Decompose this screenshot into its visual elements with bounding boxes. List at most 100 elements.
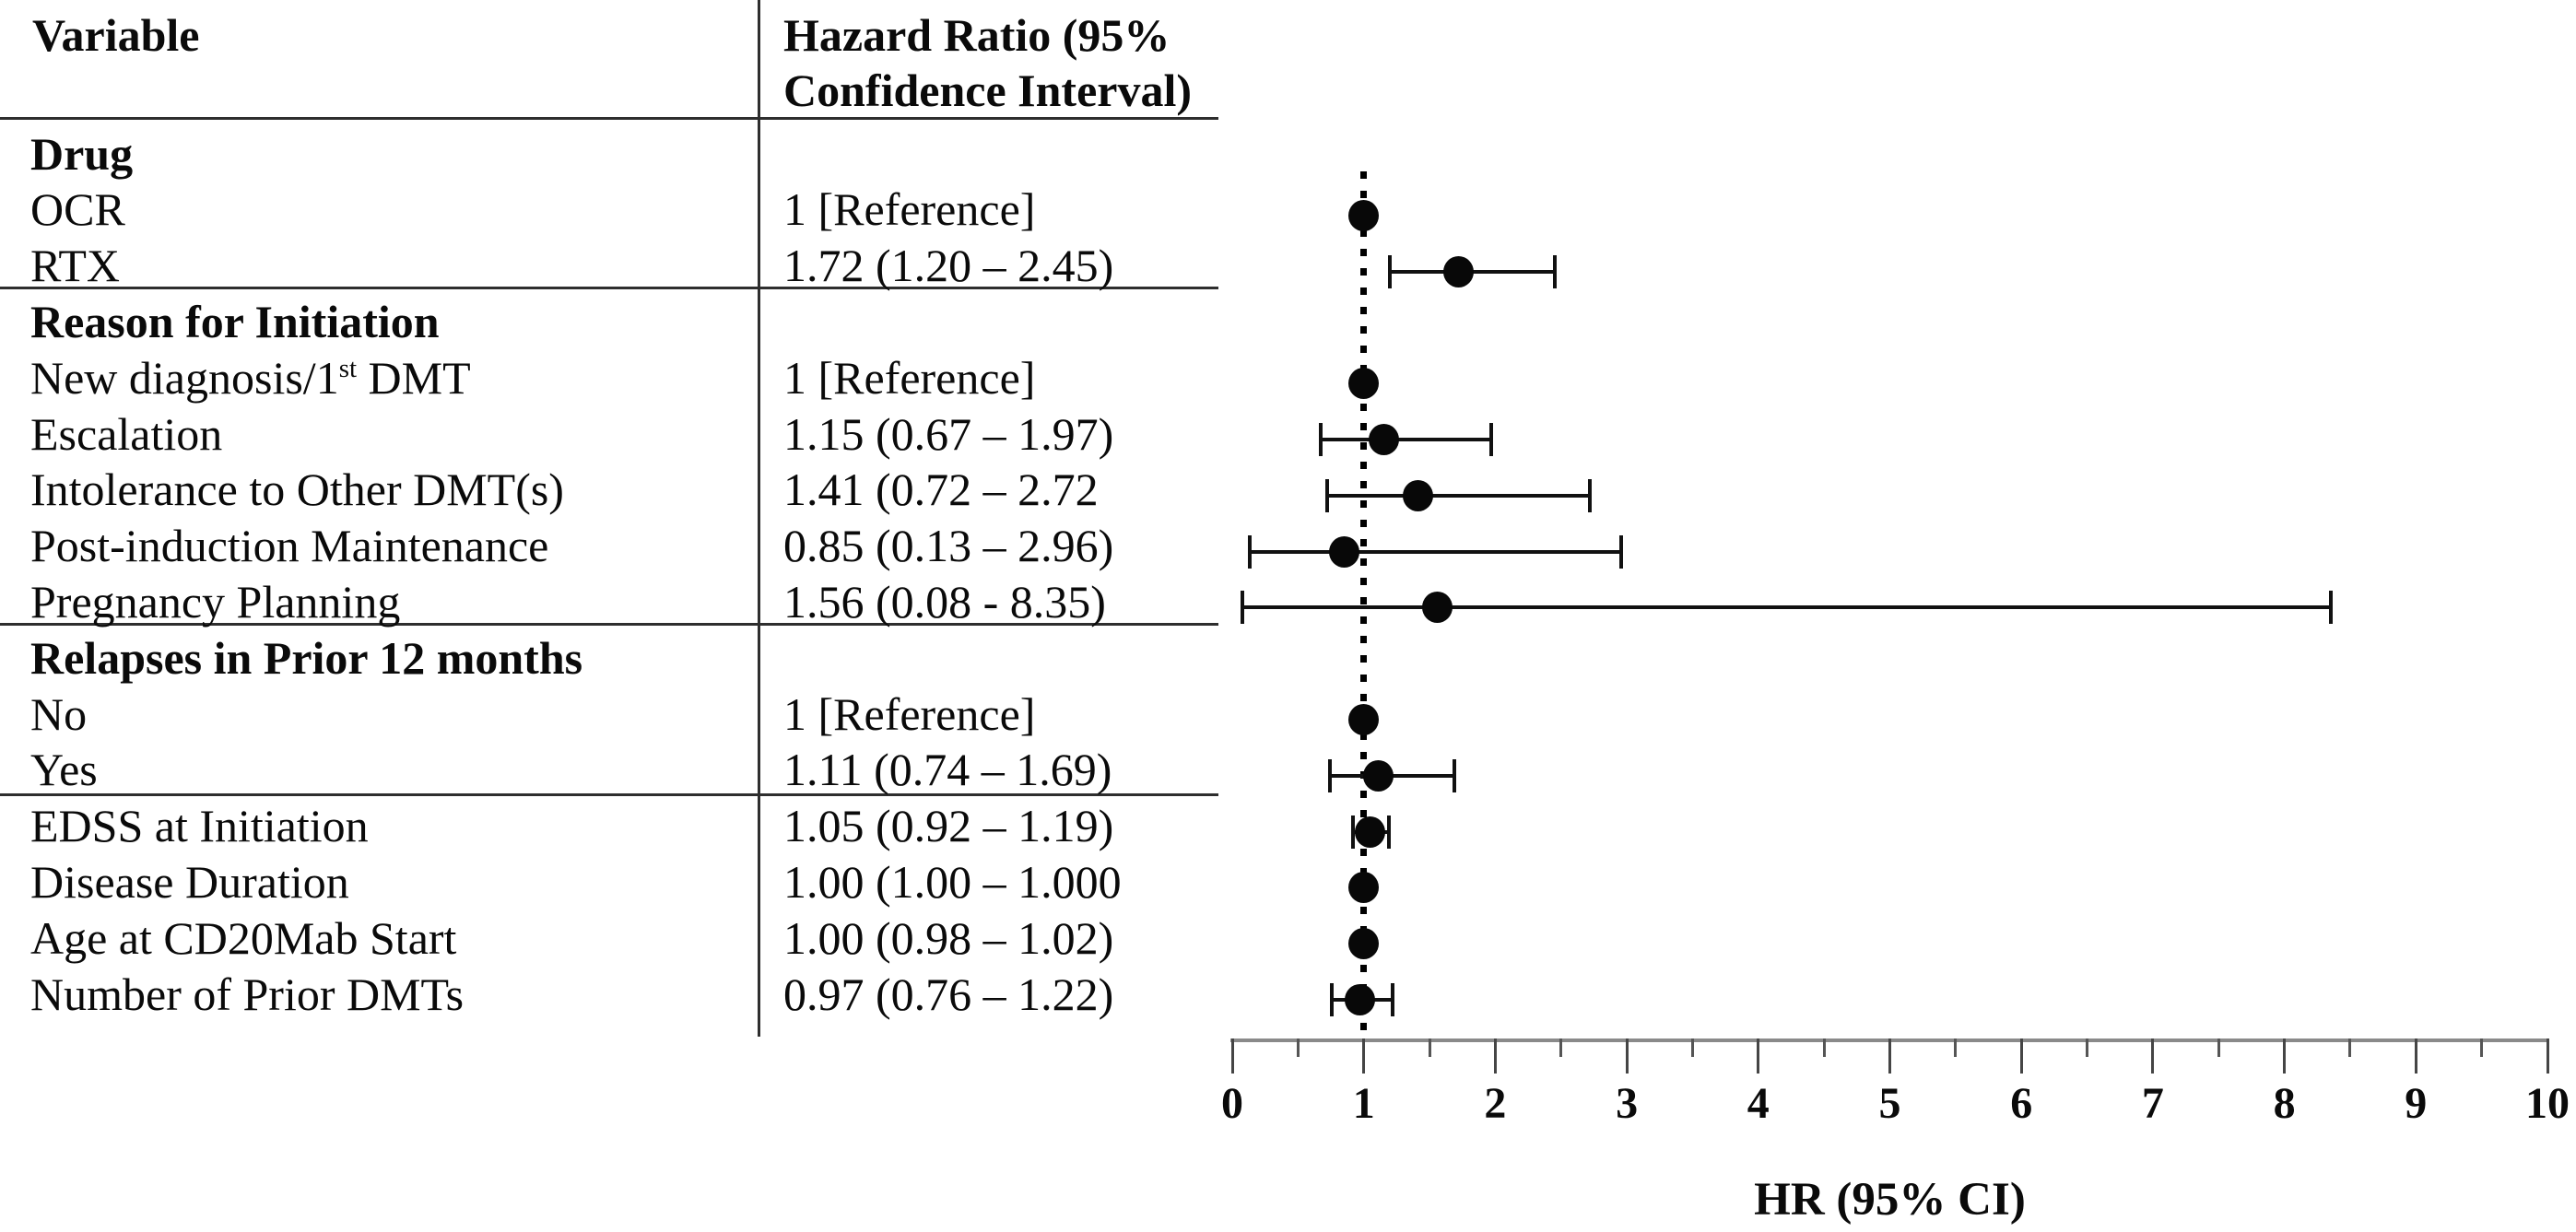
ci-whisker-line [1242,605,2331,610]
axis-minor-tick [1428,1038,1431,1057]
axis-tick-label: 1 [1352,1079,1375,1128]
table-row-value: 1.41 (0.72 – 2.72 [783,463,1099,516]
axis-tick-label: 4 [1747,1079,1770,1128]
ci-whisker-cap [1388,254,1393,288]
table-rule-after-relapses [0,793,1218,796]
axis-tick-label: 2 [1484,1079,1507,1128]
axis-major-tick [2414,1038,2417,1074]
hazard-ratio-point [1368,424,1399,455]
table-row-value: 0.85 (0.13 – 2.96) [783,520,1114,572]
table-row-label: EDSS at Initiation [30,800,369,852]
axis-tick-label: 8 [2273,1079,2296,1128]
column-header-variable: Variable [32,9,200,61]
hazard-ratio-point [1355,815,1386,848]
table-row-label: Drug [30,127,134,180]
table-column-divider [758,0,760,1037]
table-rule-header [0,117,1218,120]
hazard-ratio-point [1348,368,1380,400]
ci-whisker-cap [1330,983,1335,1016]
table-row-label: OCR [30,183,125,236]
axis-major-tick [2546,1038,2549,1074]
axis-major-tick [2019,1038,2023,1074]
axis-major-tick [1757,1038,1760,1074]
axis-minor-tick [2217,1038,2220,1057]
axis-major-tick [2151,1038,2155,1074]
table-row-label: Post-induction Maintenance [30,520,549,572]
reference-line-hr1 [1360,171,1368,1038]
axis-tick-label: 5 [1878,1079,1901,1128]
table-row-label: Reason for Initiation [30,295,440,347]
table-row-label: No [30,687,88,740]
table-row-label: Escalation [30,407,223,460]
axis-major-tick [1888,1038,1891,1074]
axis-minor-tick [1296,1038,1300,1057]
axis-tick-label: 10 [2525,1079,2570,1128]
axis-major-tick [1230,1038,1234,1074]
column-header-hazard-ratio-line2: Confidence Interval) [783,65,1192,116]
hazard-ratio-point [1344,984,1375,1015]
ci-whisker-cap [1318,423,1323,456]
ci-whisker-cap [2328,591,2333,625]
table-rule-after-reason [0,623,1218,626]
ci-whisker-cap [1247,534,1252,569]
ci-whisker-cap [1351,815,1356,849]
x-axis-title: HR (95% CI) [1754,1174,2026,1226]
table-row-label: Intolerance to Other DMT(s) [30,463,564,516]
axis-major-tick [1493,1038,1497,1074]
hazard-ratio-point [1348,872,1380,904]
hazard-ratio-point [1328,535,1359,568]
axis-minor-tick [1954,1038,1958,1057]
axis-minor-tick [1822,1038,1826,1057]
table-row-value: 1 [Reference] [783,351,1036,404]
ci-whisker-cap [1588,478,1593,512]
ci-whisker-cap [1489,423,1494,456]
axis-minor-tick [2348,1038,2352,1057]
table-row-value: 1.00 (0.98 – 1.02) [783,911,1114,964]
table-row-value: 1.15 (0.67 – 1.97) [783,407,1114,460]
axis-tick-label: 6 [2010,1079,2033,1128]
ci-whisker-cap [1241,591,1245,625]
ci-whisker-cap [1327,758,1332,792]
axis-tick-label: 3 [1616,1079,1639,1128]
axis-minor-tick [2086,1038,2089,1057]
table-row-value: 1.00 (1.00 – 1.000 [783,855,1122,908]
ci-whisker-cap [1453,758,1457,792]
ci-whisker-cap [1391,983,1395,1016]
table-row-value: 0.97 (0.76 – 1.22) [783,968,1114,1020]
axis-tick-label: 9 [2405,1079,2428,1128]
table-row-label: Relapses in Prior 12 months [30,631,583,684]
hazard-ratio-point [1442,255,1474,287]
ci-whisker-cap [1386,815,1391,849]
ci-whisker-cap [1324,478,1329,512]
axis-major-tick [1625,1038,1629,1074]
table-row-value: 1.05 (0.92 – 1.19) [783,800,1114,852]
axis-major-tick [2283,1038,2287,1074]
hazard-ratio-point [1348,199,1380,231]
table-rule-after-drug [0,287,1218,289]
table-row-value: 1 [Reference] [783,687,1036,740]
hazard-ratio-point [1422,592,1453,624]
axis-major-tick [1362,1038,1366,1074]
ci-whisker-cap [1619,534,1624,569]
hazard-ratio-point [1348,928,1380,960]
axis-tick-label: 7 [2141,1079,2164,1128]
table-row-label: Pregnancy Planning [30,575,401,628]
table-row-value: 1.56 (0.08 - 8.35) [783,575,1106,628]
table-row-label: RTX [30,240,120,292]
table-row-value: 1.11 (0.74 – 1.69) [783,744,1112,796]
hazard-ratio-point [1348,704,1380,735]
column-header-hazard-ratio-line1: Hazard Ratio (95% [783,9,1170,61]
table-row-value: 1 [Reference] [783,183,1036,236]
table-row-label: Disease Duration [30,855,349,908]
ci-whisker-line [1249,549,1622,554]
ordinal-superscript: st [338,353,358,383]
table-row-label: Yes [30,744,98,796]
hazard-ratio-point [1402,479,1433,511]
axis-minor-tick [2480,1038,2484,1057]
ci-whisker-cap [1552,254,1557,288]
table-row-label: Age at CD20Mab Start [30,911,457,964]
axis-minor-tick [1559,1038,1563,1057]
hazard-ratio-point [1362,759,1394,792]
ci-whisker-line [1320,438,1492,441]
